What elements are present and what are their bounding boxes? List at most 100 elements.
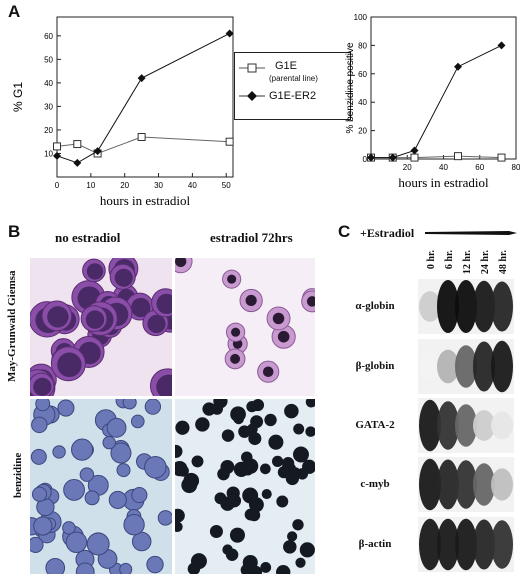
- data-point-g1e-er2: [388, 153, 397, 162]
- cell: [102, 435, 116, 450]
- blot-gene-label: c-myb: [360, 477, 390, 490]
- cell-nucleus: [227, 274, 237, 284]
- x-tick-label: 50: [222, 181, 231, 190]
- data-point-g1e-er2: [410, 146, 419, 155]
- lane-label: 48 hr.: [498, 250, 509, 275]
- cell: [131, 531, 152, 552]
- blot-gene-label: β-globin: [355, 359, 395, 372]
- cell: [119, 562, 133, 574]
- y-tick-label: 50: [44, 55, 53, 64]
- cell: [299, 542, 315, 558]
- cell: [220, 459, 235, 474]
- blot-band: [419, 518, 441, 571]
- cell: [71, 438, 94, 461]
- cell: [222, 544, 233, 555]
- data-point-g1e-er2: [367, 153, 375, 162]
- cell: [79, 467, 95, 482]
- cell: [108, 490, 127, 510]
- data-point-g1e: [454, 152, 462, 161]
- lane-label: 24 hr.: [480, 250, 491, 275]
- cell: [229, 527, 245, 543]
- legend-item-g1e-er2: G1E-ER2: [269, 90, 317, 102]
- x-tick-label: 60: [475, 163, 484, 172]
- data-point-g1e: [73, 140, 82, 149]
- x-tick-label: 10: [86, 181, 95, 190]
- cell-nucleus: [230, 353, 241, 364]
- cell: [30, 448, 47, 465]
- blot-band: [419, 458, 441, 511]
- cell: [227, 494, 242, 508]
- blot-band: [491, 411, 513, 440]
- y-tick-label: 40: [44, 79, 53, 88]
- blot-band: [455, 345, 477, 388]
- blot-panel: [418, 279, 514, 334]
- cell-nucleus: [85, 310, 105, 329]
- blot-gene-label: α-globin: [355, 299, 395, 312]
- cell: [248, 509, 261, 522]
- legend-open-square-marker: [247, 63, 257, 73]
- blot-band: [473, 410, 495, 441]
- y-tick-label: 100: [354, 13, 368, 22]
- chart-percent-benzidine: 0 20 40 60 80 100 20 40 60 80 hours in estradiol % …: [345, 13, 520, 190]
- cell: [248, 432, 262, 446]
- data-point-g1e: [53, 142, 61, 151]
- blot-band: [473, 341, 495, 392]
- cell-nucleus: [175, 258, 187, 268]
- cell: [146, 555, 164, 574]
- cell: [52, 445, 66, 459]
- col-label-no-estradiol: no estradiol: [55, 230, 121, 245]
- cell: [191, 455, 204, 468]
- legend-item-g1e: G1E: [275, 60, 298, 72]
- blot-band: [437, 459, 459, 510]
- blot-band: [437, 349, 459, 384]
- cell-nucleus: [262, 366, 274, 378]
- blot-band: [437, 518, 459, 571]
- y-tick-label: 10: [44, 149, 53, 158]
- cell: [195, 417, 210, 432]
- cell: [75, 562, 95, 574]
- cell-nucleus: [114, 268, 133, 287]
- data-point-g1e: [225, 137, 234, 146]
- cell: [144, 455, 167, 479]
- data-point-g1e-er2: [93, 147, 102, 156]
- cell: [175, 444, 183, 458]
- micrograph-giemsa-estradiol: [175, 258, 315, 396]
- data-point-g1e-er2: [225, 29, 234, 38]
- cell: [281, 457, 295, 470]
- blot-band: [491, 340, 513, 393]
- cell-nucleus: [277, 330, 290, 343]
- y-tick-label: 20: [44, 126, 53, 135]
- x-axis-label: hours in estradiol: [100, 193, 191, 208]
- plot-frame: [56, 16, 234, 178]
- cell-nucleus: [57, 352, 82, 378]
- blot-panel: [418, 398, 514, 453]
- blot-band: [455, 404, 477, 447]
- blot-gene-label: GATA-2: [355, 418, 395, 431]
- cell: [221, 429, 235, 442]
- data-point-g1e: [137, 133, 146, 141]
- data-point-g1e-er2: [454, 62, 462, 71]
- cell: [209, 524, 223, 539]
- cell: [260, 562, 272, 573]
- blot-band: [491, 281, 513, 332]
- cell: [271, 455, 284, 467]
- y-tick-label: 40: [358, 98, 367, 107]
- cell: [31, 486, 48, 502]
- cell: [84, 490, 100, 506]
- blot-panel: [418, 339, 514, 394]
- cell: [30, 536, 44, 553]
- blot-header: +Estradiol: [360, 226, 415, 240]
- micrograph-benzidine-no-estradiol: [30, 399, 172, 574]
- y-tick-label: 30: [44, 102, 53, 111]
- cell: [277, 466, 290, 479]
- cell: [86, 532, 110, 556]
- cell: [175, 508, 185, 523]
- cell: [190, 553, 207, 570]
- data-point-g1e: [497, 153, 506, 162]
- legend-item-g1e-sub: (parental line): [269, 74, 318, 83]
- cell: [292, 519, 304, 531]
- cell: [211, 402, 223, 415]
- blot-panel: [418, 517, 514, 572]
- y-tick-label: 20: [358, 127, 367, 136]
- blot-gene-label: β-actin: [358, 537, 392, 550]
